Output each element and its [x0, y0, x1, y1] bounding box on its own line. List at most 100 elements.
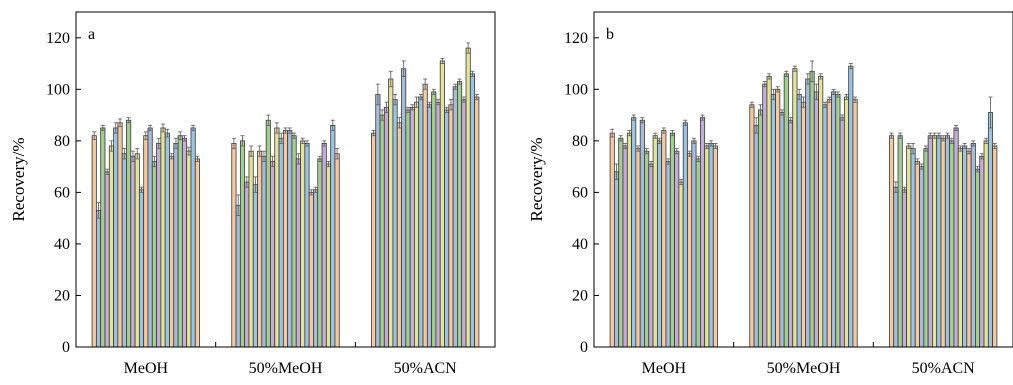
chart-b-bar: [809, 70, 815, 348]
chart-a-bar: [321, 143, 327, 348]
chart-a-bar: [461, 99, 467, 348]
chart-a-bar: [422, 83, 428, 348]
chart-b-bar: [691, 140, 697, 348]
chart-b-bar: [910, 148, 916, 348]
chart-b-bar: [674, 150, 680, 348]
chart-b-bar: [635, 148, 641, 348]
chart-b-bar: [618, 137, 624, 348]
chart-a-panel-label: a: [88, 26, 95, 43]
chart-a-bar: [325, 163, 332, 348]
chart-a-bar: [194, 158, 200, 348]
chart-a-bar: [431, 91, 437, 348]
chart-b-bar: [987, 112, 994, 348]
chart-b-bar: [665, 161, 671, 348]
chart-b-bar: [609, 132, 615, 348]
chart-a-bar: [439, 60, 445, 348]
chart-b-bar: [957, 148, 963, 348]
chart-a-bar: [121, 153, 127, 348]
chart-b-bar: [749, 104, 755, 348]
chart-a-bar: [190, 127, 196, 348]
chart-a-bar: [265, 119, 271, 348]
chart-b-bar: [953, 127, 959, 348]
chart-a-bar: [104, 171, 110, 348]
chart-a-bar: [177, 135, 183, 348]
chart-b-bar: [813, 91, 819, 348]
chart-a-bar: [465, 47, 471, 348]
chart-b-bar: [805, 78, 811, 348]
chart-b-bar: [975, 168, 981, 348]
chart-a-bar: [186, 150, 192, 348]
chart-b-bar: [775, 88, 781, 348]
chart-a-bar: [117, 122, 123, 348]
chart-b-bar: [648, 163, 654, 348]
chart-a-bar: [396, 122, 402, 348]
chart-a-y-tick-label: 20: [54, 287, 70, 304]
chart-a-y-tick-label: 120: [46, 30, 70, 47]
chart-b-bar: [839, 117, 845, 348]
chart-a-svg: 0 20 40 60 80 100 120 MeOH 50%MeOH 50%ACN Recovery…: [9, 11, 496, 377]
chart-a-y-tick-label: 60: [54, 184, 70, 201]
chart-b-bar: [979, 155, 985, 348]
chart-b-bar: [796, 94, 802, 348]
chart-a-bar: [156, 143, 162, 348]
chart-b-y-tick-label: 40: [572, 236, 588, 253]
chart-a-bar: [248, 150, 254, 348]
chart-b-bar: [613, 171, 620, 348]
chart-b-bar: [940, 137, 946, 348]
chart-b-y-axis-label: Recovery/%: [527, 137, 546, 221]
chart-a-bar: [401, 68, 407, 348]
chart-a-bar: [388, 78, 394, 348]
chart-a-bar: [295, 158, 301, 348]
chart-a-bar: [164, 132, 170, 348]
chart-b-bar: [944, 135, 951, 348]
chart-b-bar: [678, 181, 684, 348]
chart-a-bar: [126, 119, 132, 348]
chart-a-bar: [291, 135, 297, 348]
chart-panel-b: 0 20 40 60 80 100 120 MeOH 50%MeOH 50%ACN Recovery…: [518, 0, 1013, 380]
chart-b-bar: [631, 117, 637, 348]
chart-a-y-tick-label: 80: [54, 133, 70, 150]
chart-a-x-tick-label: 50%MeOH: [249, 360, 323, 377]
chart-b-bar: [936, 135, 942, 348]
chart-a-bar: [257, 150, 263, 348]
chart-b-y-tick-label: 20: [572, 287, 588, 304]
chart-b-bar: [848, 65, 854, 348]
chart-b-bar: [822, 104, 828, 348]
chart-b-x-tick-label: MeOH: [642, 360, 687, 377]
chart-a-bar: [181, 137, 188, 348]
chart-a-bar: [444, 109, 450, 348]
chart-a-bar: [375, 94, 381, 348]
chart-b-bar: [970, 143, 976, 348]
chart-a-bar: [469, 73, 476, 348]
chart-b-bar: [843, 96, 850, 348]
chart-b-bar: [927, 135, 933, 348]
chart-a-bar: [392, 99, 398, 348]
chart-b-bar: [949, 140, 955, 348]
chart-b-bar: [992, 145, 998, 348]
chart-a-bar: [409, 106, 415, 348]
chart-a-y-axis-label: Recovery/%: [9, 137, 28, 221]
chart-b-bar: [708, 143, 714, 348]
chart-a-bar: [330, 124, 336, 348]
chart-b-frame: [593, 11, 1013, 348]
chart-b-bar: [712, 145, 718, 348]
chart-b-bar: [753, 124, 759, 348]
chart-b-bar: [622, 145, 628, 348]
chart-a-frame: [75, 11, 496, 348]
chart-b-bar: [626, 132, 632, 348]
chart-a-bar: [405, 109, 411, 348]
chart-a-bar: [143, 135, 149, 348]
chart-b-bar: [779, 112, 785, 348]
chart-a-x-tick-label: MeOH: [124, 360, 169, 377]
chart-b-y-tick-label: 0: [580, 339, 588, 356]
chart-a-bar: [252, 184, 258, 348]
chart-b-bar: [906, 145, 912, 348]
chart-b-bar: [932, 135, 938, 348]
chart-b-bar: [652, 135, 658, 348]
chart-b-bar: [792, 68, 798, 348]
chart-a-bar: [151, 161, 157, 348]
chart-a-bar: [138, 189, 145, 348]
chart-b-bar: [699, 117, 706, 348]
chart-b-bar: [818, 76, 824, 348]
chart-b-bar: [831, 91, 837, 348]
